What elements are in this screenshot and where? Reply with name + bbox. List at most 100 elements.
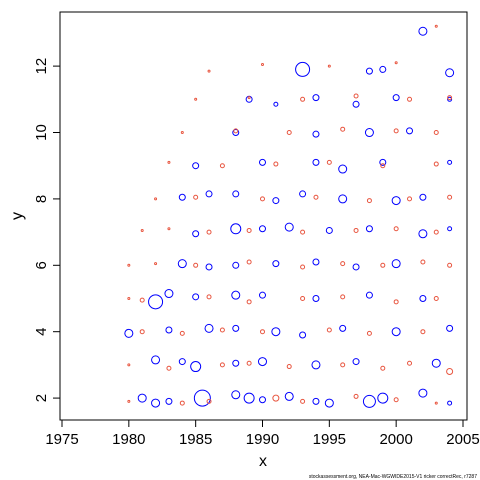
bubble [447, 226, 453, 232]
bubble [192, 162, 200, 170]
bubble [366, 198, 372, 204]
bubble [232, 324, 240, 332]
bubble [167, 227, 171, 231]
bubble [127, 399, 131, 403]
bubble [232, 129, 240, 137]
bubble [284, 222, 294, 232]
bubble [340, 362, 346, 368]
bubble [300, 264, 306, 270]
bubble [327, 64, 331, 68]
bubble [420, 329, 426, 335]
bubble [433, 161, 439, 167]
bubble [447, 194, 453, 200]
x-tick-label: 1980 [112, 431, 145, 448]
bubble [127, 363, 131, 367]
bubble [192, 230, 200, 238]
bubble [324, 398, 334, 408]
bubble [259, 329, 265, 335]
bubble [433, 130, 439, 136]
bubble [179, 400, 185, 406]
bubble [447, 96, 453, 102]
x-tick-label: 1985 [179, 431, 212, 448]
bubble [418, 229, 428, 239]
bubble [326, 159, 332, 165]
bubble [243, 392, 255, 404]
bubble [407, 96, 413, 102]
bubble [179, 330, 185, 336]
bubble [407, 360, 413, 366]
bubble [379, 65, 387, 73]
bubble [313, 194, 319, 200]
x-tick-label: 2005 [446, 431, 479, 448]
bubble [433, 229, 439, 235]
bubble [406, 127, 414, 135]
bubble [246, 259, 252, 265]
bubble [139, 297, 145, 303]
bubble [312, 258, 320, 266]
bubble [231, 390, 241, 400]
bubble [140, 228, 144, 232]
bubble [380, 365, 386, 371]
bubble [273, 161, 279, 167]
bubble [300, 229, 306, 235]
bubble [258, 396, 266, 404]
x-tick-label: 1990 [246, 431, 279, 448]
bubble [353, 393, 359, 399]
bubble [352, 358, 360, 366]
bubble [418, 26, 428, 36]
bubble [206, 294, 212, 300]
bubble [431, 358, 441, 368]
bubble [362, 394, 376, 408]
bubble [219, 327, 225, 333]
bubble [232, 190, 240, 198]
bubble [394, 61, 398, 65]
bubble [299, 190, 307, 198]
bubble [193, 389, 211, 407]
bubble [246, 227, 252, 233]
bubble [326, 327, 332, 333]
bubble [167, 160, 171, 164]
bubble [312, 294, 320, 302]
bubble [232, 261, 240, 269]
bubble [219, 163, 225, 169]
y-tick-label: 2 [33, 394, 50, 402]
bubble [204, 323, 214, 333]
x-axis-label: x [259, 453, 267, 470]
bubble [312, 94, 320, 102]
bubble [434, 24, 438, 28]
bubble [246, 299, 252, 305]
bubble [447, 159, 453, 165]
y-tick-label: 10 [33, 124, 50, 141]
bubble [154, 262, 158, 266]
bubble [447, 95, 453, 101]
bubble [232, 359, 240, 367]
y-tick-label: 12 [33, 58, 50, 75]
bubble [364, 128, 374, 138]
bubble [393, 226, 399, 232]
bubble [312, 158, 320, 166]
bubble [258, 225, 266, 233]
plot-box [59, 11, 468, 421]
bubble [393, 397, 399, 403]
x-tick-label: 1975 [45, 431, 78, 448]
bubble [446, 324, 454, 332]
bubble [393, 299, 399, 305]
bubble [192, 293, 200, 301]
bubble [124, 328, 134, 338]
y-tick-label: 6 [33, 261, 50, 269]
bubble [271, 327, 281, 337]
bubble [352, 100, 360, 108]
y-tick-label: 4 [33, 328, 50, 336]
bubble [419, 294, 427, 302]
bubble [154, 197, 158, 201]
bubble [148, 294, 164, 310]
bubble [164, 289, 174, 299]
bubble [365, 225, 373, 233]
bubble [366, 330, 372, 336]
bubble [259, 196, 265, 202]
bubble [393, 128, 399, 134]
bubble [233, 128, 239, 134]
bubble [177, 259, 187, 269]
y-axis-label: y [9, 212, 26, 220]
bubble [258, 291, 266, 299]
